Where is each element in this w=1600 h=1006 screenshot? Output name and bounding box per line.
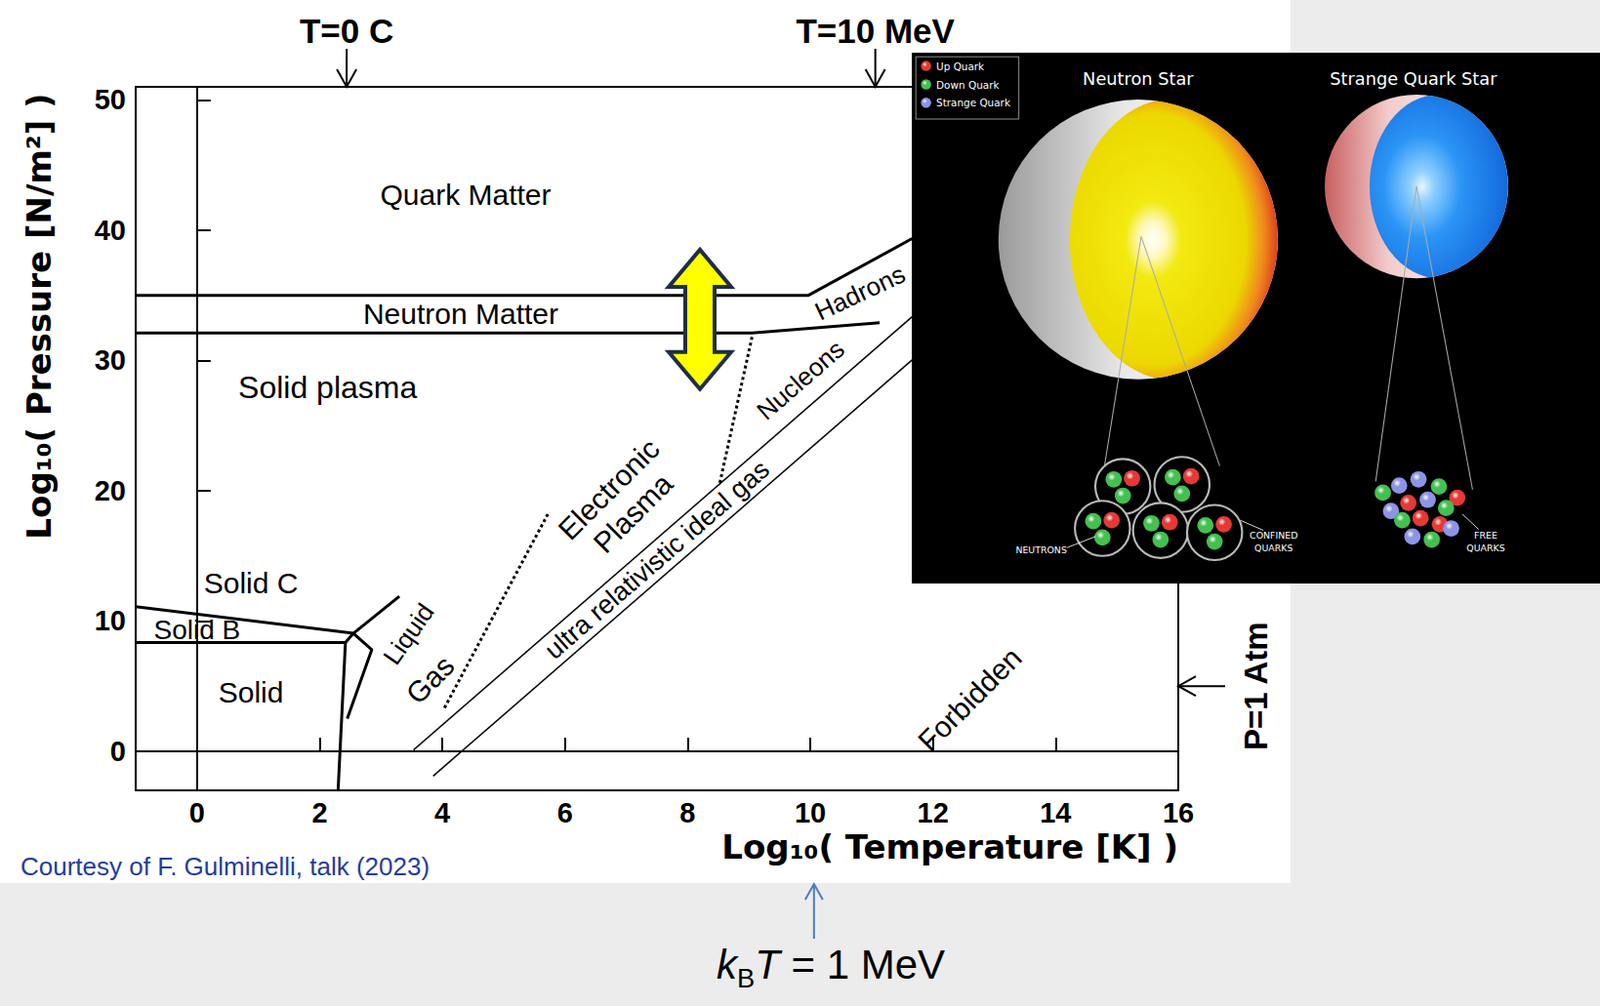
html-text:kBT = 1 MeV: kBT = 1 MeV — [716, 942, 946, 995]
svg-text:Solid C: Solid C — [204, 567, 299, 600]
svg-text:16: 16 — [1162, 797, 1194, 829]
svg-text:T=10 MeV: T=10 MeV — [795, 11, 955, 50]
svg-text:Liquid: Liquid — [377, 598, 441, 671]
svg-text:10: 10 — [794, 797, 826, 829]
svg-text:2: 2 — [311, 797, 328, 829]
svg-text:ultra relativistic ideal gas: ultra relativistic ideal gas — [538, 454, 776, 666]
svg-text:20: 20 — [94, 475, 126, 507]
svg-text:Solid: Solid — [218, 676, 285, 709]
svg-text:Hadrons: Hadrons — [810, 259, 910, 328]
svg-text:Solid plasma: Solid plasma — [238, 369, 417, 406]
svg-text:8: 8 — [679, 797, 696, 829]
svg-text:0: 0 — [110, 736, 126, 768]
svg-text:Plasma: Plasma — [586, 467, 679, 560]
svg-text:CONFINEDQUARKS: CONFINEDQUARKS — [1249, 530, 1298, 554]
svg-text:30: 30 — [94, 344, 126, 376]
svg-text:FREEQUARKS: FREEQUARKS — [1466, 530, 1505, 554]
svg-text:Quark Matter: Quark Matter — [379, 178, 551, 211]
svg-text:4: 4 — [434, 797, 451, 829]
svg-text:Strange Quark Star: Strange Quark Star — [1329, 69, 1498, 89]
svg-text:Nucleons: Nucleons — [750, 334, 851, 427]
svg-text:12: 12 — [917, 797, 949, 829]
svg-text:Neutron Star: Neutron Star — [1082, 69, 1194, 89]
svg-text:Down Quark: Down Quark — [936, 79, 1000, 91]
svg-text:P=1 Atm: P=1 Atm — [1237, 621, 1274, 751]
svg-text:Electronic: Electronic — [551, 432, 666, 547]
svg-text:Strange Quark: Strange Quark — [936, 96, 1012, 109]
svg-text:Courtesy of F. Gulminelli, tal: Courtesy of F. Gulminelli, talk (2023) — [20, 852, 430, 882]
svg-text:Gas: Gas — [399, 649, 460, 710]
svg-text:10: 10 — [94, 605, 126, 637]
svg-text:50: 50 — [94, 83, 126, 116]
svg-text:Forbidden: Forbidden — [911, 641, 1028, 758]
svg-text:T=0 C: T=0 C — [299, 11, 394, 50]
svg-text:0: 0 — [189, 797, 206, 829]
svg-text:NEUTRONS: NEUTRONS — [1015, 544, 1067, 556]
svg-text:Neutron Matter: Neutron Matter — [363, 297, 559, 330]
svg-text:Log₁₀( Temperature [K] ): Log₁₀( Temperature [K] ) — [721, 827, 1179, 867]
svg-text:6: 6 — [557, 797, 574, 829]
svg-text:Up Quark: Up Quark — [936, 60, 985, 73]
svg-text:Solid B: Solid B — [153, 615, 241, 646]
svg-text:40: 40 — [94, 214, 126, 247]
svg-text:Log₁₀( Pressure [N/m²] ): Log₁₀( Pressure [N/m²] ) — [19, 92, 59, 539]
svg-text:14: 14 — [1039, 797, 1071, 829]
